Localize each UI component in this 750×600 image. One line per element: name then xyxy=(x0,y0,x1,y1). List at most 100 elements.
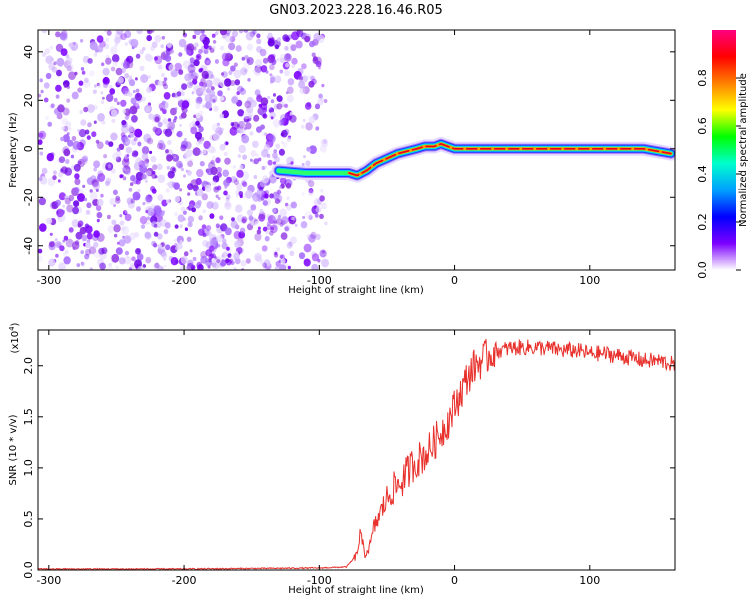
noise-speck xyxy=(160,44,164,49)
noise-speck xyxy=(180,112,187,119)
noise-speck xyxy=(108,141,114,147)
snr-y-tick-label: 1.0 xyxy=(22,459,35,477)
spectrogram-x-tick-label: -300 xyxy=(36,274,61,287)
noise-speck xyxy=(164,54,172,62)
noise-speck xyxy=(177,96,182,102)
noise-speck xyxy=(54,202,58,206)
noise-speck xyxy=(298,80,306,89)
noise-speck xyxy=(141,173,147,180)
snr-y-axis: 0.0 0.5 1.0 1.5 2.0 xyxy=(22,357,675,579)
noise-speck xyxy=(167,170,175,179)
noise-speck xyxy=(321,258,329,268)
noise-speck xyxy=(287,78,295,86)
noise-speck xyxy=(253,158,259,165)
noise-speck xyxy=(258,211,266,220)
noise-speck xyxy=(89,267,93,270)
noise-speck xyxy=(161,80,167,87)
noise-speck xyxy=(80,262,86,268)
noise-speck xyxy=(202,240,209,247)
noise-speck xyxy=(130,38,139,48)
noise-speck xyxy=(124,91,129,95)
noise-speck xyxy=(166,199,170,204)
noise-speck xyxy=(311,52,316,58)
noise-speck xyxy=(139,49,144,55)
noise-speck xyxy=(105,180,110,186)
noise-speck xyxy=(269,230,274,236)
noise-speck xyxy=(116,150,122,157)
noise-speck xyxy=(39,151,44,156)
noise-speck xyxy=(83,197,88,202)
noise-speck xyxy=(89,70,95,77)
noise-speck xyxy=(238,120,246,129)
noise-speck xyxy=(147,195,152,201)
noise-speck xyxy=(62,252,67,257)
noise-speck xyxy=(219,143,226,151)
noise-speck xyxy=(64,197,71,205)
colorbar-tick-label: 0.0 xyxy=(696,261,709,279)
noise-speck xyxy=(151,240,157,247)
noise-speck xyxy=(124,42,128,46)
noise-speck xyxy=(65,159,70,164)
noise-speck xyxy=(246,43,254,51)
noise-speck xyxy=(110,66,116,72)
noise-speck xyxy=(259,208,264,214)
noise-speck xyxy=(207,265,211,269)
noise-speck xyxy=(122,87,130,97)
noise-speck xyxy=(105,57,112,65)
noise-speck xyxy=(142,264,146,268)
noise-speck xyxy=(124,250,130,256)
noise-speck xyxy=(112,61,118,67)
noise-speck xyxy=(318,66,321,70)
noise-speck xyxy=(294,223,298,227)
noise-speck xyxy=(176,160,183,168)
noise-speck xyxy=(55,199,61,206)
noise-speck xyxy=(75,231,83,240)
noise-speck xyxy=(132,89,136,94)
noise-speck xyxy=(289,114,297,123)
noise-speck xyxy=(302,118,306,123)
noise-speck xyxy=(231,96,239,104)
noise-speck xyxy=(204,184,212,193)
noise-speck xyxy=(315,126,320,131)
noise-speck xyxy=(254,192,258,196)
noise-speck xyxy=(175,259,179,264)
noise-speck xyxy=(130,262,135,267)
noise-speck xyxy=(275,260,281,267)
noise-speck xyxy=(147,75,151,79)
noise-speck xyxy=(242,154,248,160)
noise-speck xyxy=(172,154,180,162)
noise-speck xyxy=(139,65,145,72)
noise-speck xyxy=(38,132,44,138)
noise-speck xyxy=(284,224,291,232)
noise-speck xyxy=(317,98,324,106)
noise-speck xyxy=(119,220,125,226)
noise-speck xyxy=(277,214,282,219)
noise-speck xyxy=(247,78,251,82)
noise-speck xyxy=(193,59,200,67)
noise-speck xyxy=(115,156,122,163)
noise-speck xyxy=(202,232,207,238)
noise-speck xyxy=(187,183,194,191)
noise-speck xyxy=(202,149,207,155)
noise-speck xyxy=(112,189,118,196)
noise-speck xyxy=(121,225,130,235)
noise-speck xyxy=(102,96,105,100)
snr-x-tick-label: 0 xyxy=(451,574,458,587)
noise-speck xyxy=(319,213,324,219)
noise-speck xyxy=(237,109,245,117)
noise-speck xyxy=(208,258,212,263)
noise-speck xyxy=(59,245,65,252)
noise-speck xyxy=(314,103,321,110)
noise-speck xyxy=(62,146,70,155)
noise-speck xyxy=(83,106,89,113)
colorbar: 0.0 0.2 0.4 0.6 0.8 Normalized spectral ampl… xyxy=(696,30,749,279)
noise-speck xyxy=(64,195,69,200)
snr-x-tick-label: -200 xyxy=(172,574,197,587)
noise-speck xyxy=(145,106,151,113)
noise-speck xyxy=(215,194,219,199)
noise-speck xyxy=(263,264,270,270)
noise-speck xyxy=(219,215,224,220)
noise-speck xyxy=(157,121,163,128)
noise-speck xyxy=(85,248,91,256)
